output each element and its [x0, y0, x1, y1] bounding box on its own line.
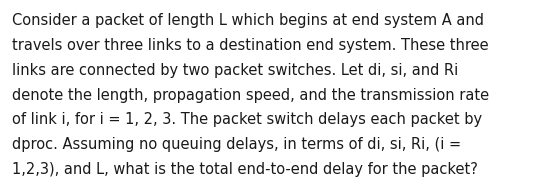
Text: Consider a packet of length L which begins at end system A and: Consider a packet of length L which begi…	[12, 13, 484, 28]
Text: dproc. Assuming no queuing delays, in terms of di, si, Ri, (i =: dproc. Assuming no queuing delays, in te…	[12, 137, 461, 152]
Text: 1,2,3), and L, what is the total end-to-end delay for the packet?: 1,2,3), and L, what is the total end-to-…	[12, 162, 478, 177]
Text: links are connected by two packet switches. Let di, si, and Ri: links are connected by two packet switch…	[12, 63, 459, 78]
Text: of link i, for i = 1, 2, 3. The packet switch delays each packet by: of link i, for i = 1, 2, 3. The packet s…	[12, 112, 483, 127]
Text: denote the length, propagation speed, and the transmission rate: denote the length, propagation speed, an…	[12, 88, 489, 103]
Text: travels over three links to a destination end system. These three: travels over three links to a destinatio…	[12, 38, 489, 53]
